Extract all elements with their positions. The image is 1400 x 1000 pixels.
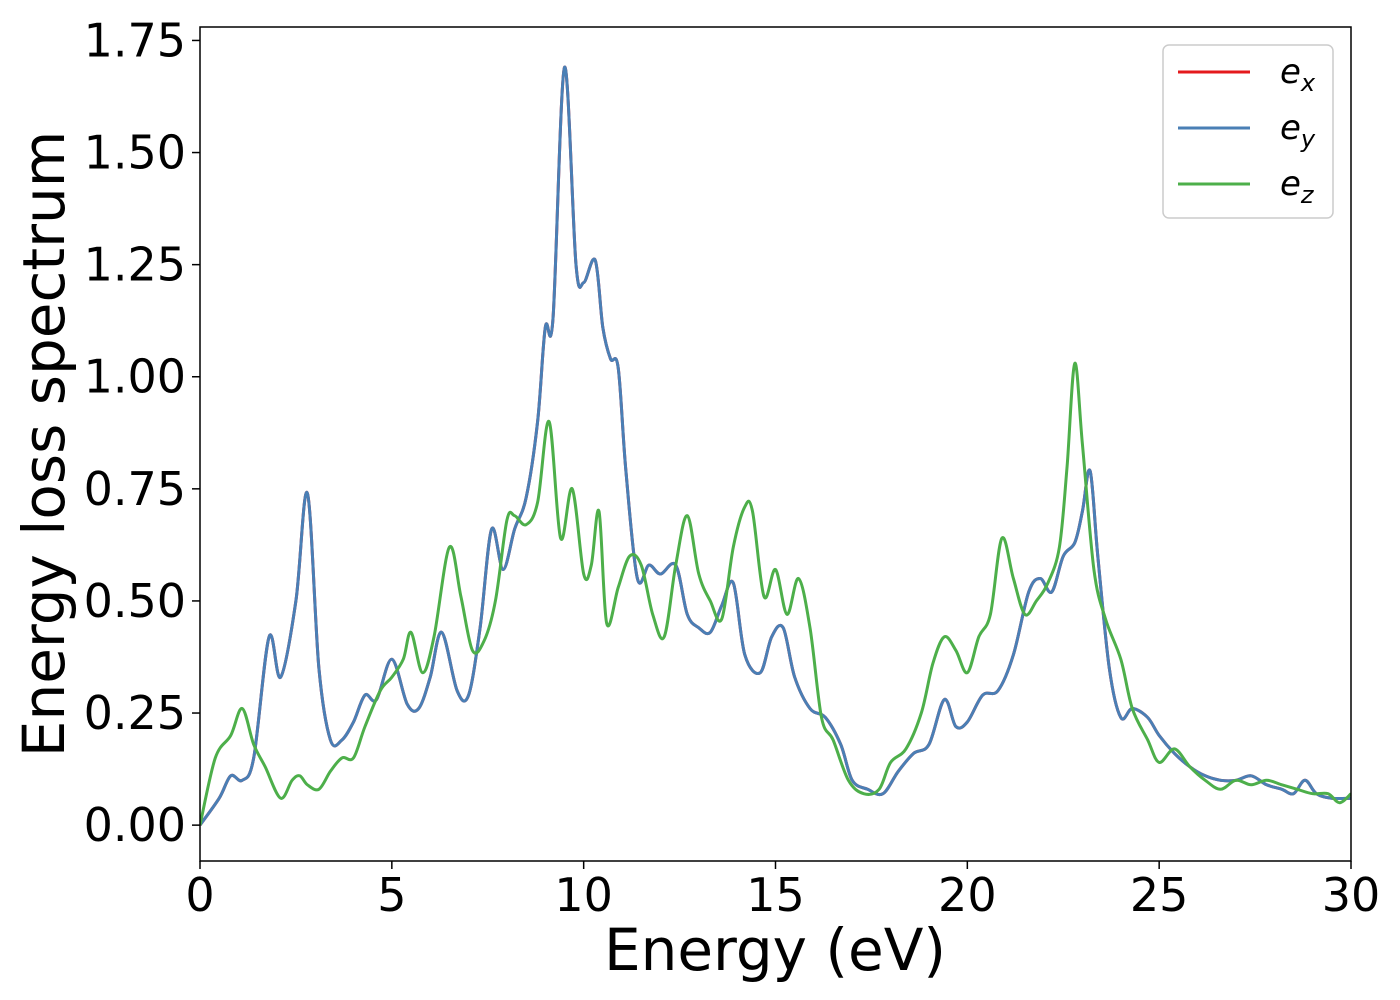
y-axis: 0.00 0.25 0.50 0.75 1.00 1.25 1.50 1.75 (84, 13, 200, 852)
x-axis-label: Energy (eV) (604, 916, 946, 984)
legend-label-base: e (1280, 52, 1301, 92)
series-line-z (200, 361, 1351, 826)
y-tick-label: 0.00 (84, 798, 186, 852)
y-tick-label: 0.50 (84, 574, 186, 628)
legend-label-subscript: z (1300, 181, 1315, 209)
y-tick-label: 1.25 (84, 238, 186, 292)
legend-box (1162, 44, 1334, 219)
y-tick-label: 1.00 (84, 350, 186, 404)
y-tick-label: 0.75 (84, 462, 186, 516)
x-tick-label: 10 (554, 868, 613, 922)
x-axis: 0 5 10 15 20 25 30 (185, 861, 1380, 922)
x-tick-label: 5 (377, 868, 406, 922)
y-tick-label: 1.75 (84, 13, 186, 67)
y-tick-label: 0.25 (84, 686, 186, 740)
x-tick-label: 0 (185, 868, 214, 922)
legend-label-x: ex (1280, 52, 1316, 97)
x-tick-label: 15 (746, 868, 805, 922)
legend-label-z: ez (1280, 164, 1315, 209)
legend-label-y: ey (1280, 108, 1316, 153)
series-line-y (200, 65, 1351, 826)
x-tick-label: 25 (1130, 868, 1189, 922)
y-axis-label: Energy loss spectrum (10, 131, 78, 757)
legend-label-subscript: x (1300, 69, 1316, 97)
legend-label-base: e (1280, 164, 1301, 204)
x-tick-label: 20 (938, 868, 997, 922)
series-layer (200, 65, 1351, 826)
legend-label-base: e (1280, 108, 1301, 148)
x-tick-label: 30 (1322, 868, 1381, 922)
legend-label-subscript: y (1300, 125, 1316, 153)
y-tick-label: 1.50 (84, 126, 186, 180)
